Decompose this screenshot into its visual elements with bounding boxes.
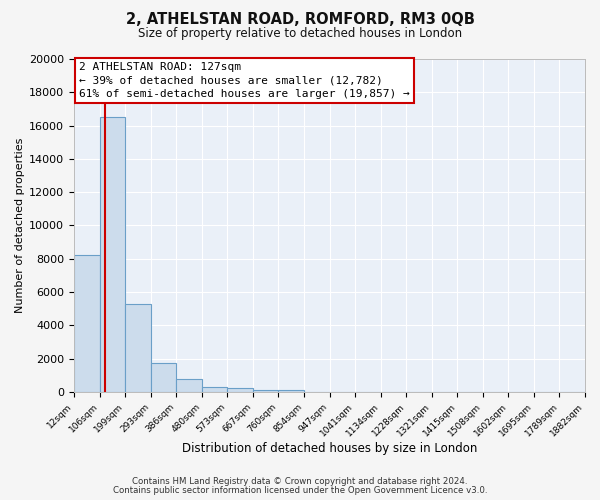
Bar bbox=[151, 363, 176, 392]
Bar bbox=[202, 387, 227, 392]
X-axis label: Distribution of detached houses by size in London: Distribution of detached houses by size … bbox=[182, 442, 477, 455]
Bar bbox=[125, 304, 151, 392]
Text: Contains public sector information licensed under the Open Government Licence v3: Contains public sector information licen… bbox=[113, 486, 487, 495]
Text: Size of property relative to detached houses in London: Size of property relative to detached ho… bbox=[138, 28, 462, 40]
Text: Contains HM Land Registry data © Crown copyright and database right 2024.: Contains HM Land Registry data © Crown c… bbox=[132, 477, 468, 486]
Bar bbox=[253, 390, 278, 392]
Bar bbox=[100, 118, 125, 392]
Bar bbox=[74, 256, 100, 392]
Bar bbox=[278, 390, 304, 392]
Text: 2, ATHELSTAN ROAD, ROMFORD, RM3 0QB: 2, ATHELSTAN ROAD, ROMFORD, RM3 0QB bbox=[125, 12, 475, 28]
Bar bbox=[227, 388, 253, 392]
Y-axis label: Number of detached properties: Number of detached properties bbox=[15, 138, 25, 313]
Bar bbox=[176, 378, 202, 392]
Text: 2 ATHELSTAN ROAD: 127sqm
← 39% of detached houses are smaller (12,782)
61% of se: 2 ATHELSTAN ROAD: 127sqm ← 39% of detach… bbox=[79, 62, 410, 98]
